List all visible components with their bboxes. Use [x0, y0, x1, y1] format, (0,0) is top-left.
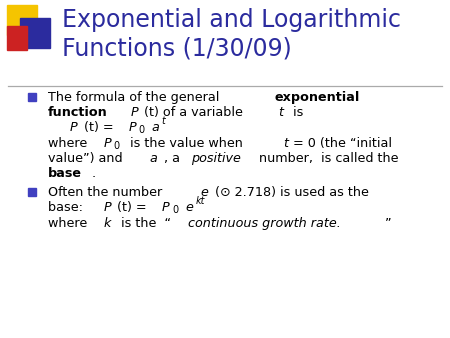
Text: Exponential and Logarithmic: Exponential and Logarithmic — [62, 8, 401, 32]
Text: ”: ” — [385, 217, 392, 230]
Bar — [7, 5, 37, 35]
Text: kt: kt — [195, 196, 205, 207]
Text: base: base — [48, 167, 82, 180]
Text: (⊙ 2.718) is used as the: (⊙ 2.718) is used as the — [211, 186, 369, 199]
Text: number,  is called the: number, is called the — [255, 152, 398, 165]
Text: base:: base: — [48, 201, 91, 214]
Bar — [28, 93, 36, 101]
Text: is the value when: is the value when — [122, 137, 247, 149]
Text: The formula of the general: The formula of the general — [48, 91, 223, 104]
Text: t: t — [278, 106, 283, 119]
Text: where: where — [48, 217, 91, 230]
Bar — [28, 188, 36, 196]
Text: e: e — [185, 201, 193, 214]
Text: continuous growth rate.: continuous growth rate. — [188, 217, 341, 230]
Text: exponential: exponential — [274, 91, 360, 104]
Text: Often the number: Often the number — [48, 186, 166, 199]
Text: 0: 0 — [114, 141, 120, 150]
Text: positive: positive — [191, 152, 240, 165]
Text: P: P — [104, 137, 112, 149]
Text: t: t — [283, 137, 288, 149]
Text: (t) =: (t) = — [113, 201, 151, 214]
Text: P: P — [162, 201, 170, 214]
Text: 0: 0 — [172, 206, 178, 215]
Text: is: is — [284, 106, 303, 119]
Text: = 0 (the “initial: = 0 (the “initial — [289, 137, 392, 149]
Text: t: t — [162, 116, 166, 126]
Bar — [20, 18, 50, 48]
Text: Functions (1/30/09): Functions (1/30/09) — [62, 36, 292, 60]
Text: (t) =: (t) = — [80, 121, 117, 135]
Text: k: k — [104, 217, 111, 230]
Text: is the  “: is the “ — [113, 217, 171, 230]
Text: a: a — [152, 121, 159, 135]
Text: e: e — [201, 186, 208, 199]
Text: 0: 0 — [139, 125, 144, 135]
Text: value”) and: value”) and — [48, 152, 126, 165]
Text: , a: , a — [160, 152, 184, 165]
Text: P: P — [129, 121, 136, 135]
Text: a: a — [149, 152, 158, 165]
Text: where: where — [48, 137, 91, 149]
Text: (t) of a variable: (t) of a variable — [140, 106, 247, 119]
Text: function: function — [48, 106, 108, 119]
Text: P: P — [70, 121, 78, 135]
Bar — [7, 26, 27, 50]
Text: P: P — [104, 201, 111, 214]
Text: .: . — [92, 167, 96, 180]
Text: P: P — [130, 106, 138, 119]
